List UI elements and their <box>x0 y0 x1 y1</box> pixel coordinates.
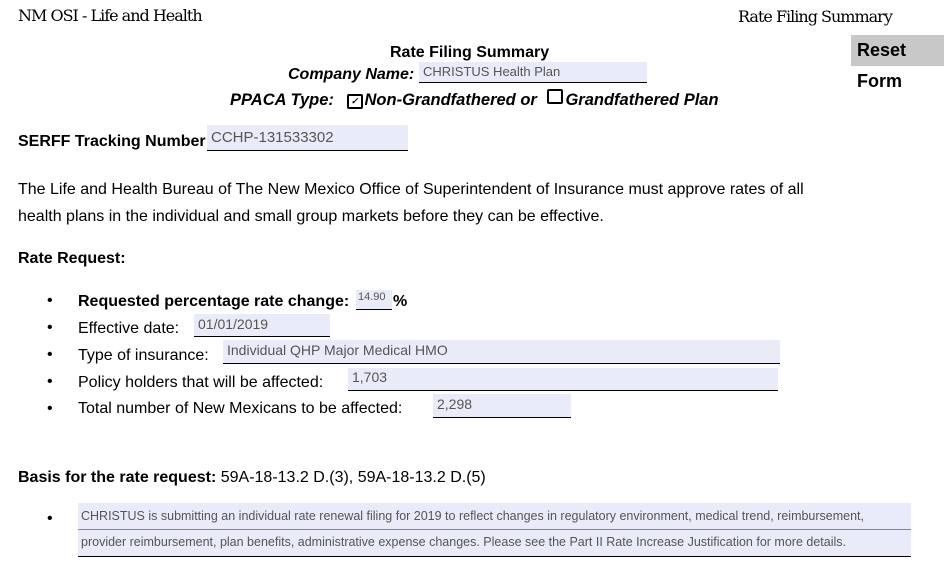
policy-holders-label: Policy holders that will be affected: <box>78 374 324 391</box>
bullet: • <box>47 510 53 527</box>
grandfathered-checkbox[interactable] <box>547 89 564 104</box>
basis-value: 59A-18-13.2 D.(3), 59A-18-13.2 D.(5) <box>220 469 486 486</box>
bullet: • <box>47 373 53 390</box>
company-name-field[interactable]: CHRISTUS Health Plan <box>419 62 647 83</box>
bullet: • <box>47 400 53 417</box>
page-title: Rate Filing Summary <box>390 44 550 61</box>
insurance-type-field[interactable]: Individual QHP Major Medical HMO <box>223 340 780 364</box>
company-label: Company Name: <box>288 66 415 83</box>
non-grandfathered-label: Non-Grandfathered or <box>364 91 537 109</box>
ppaca-row: PPACA Type: ✓ Non-Grandfathered or Grandf… <box>230 89 719 110</box>
intro-line-2: health plans in the individual and small… <box>18 208 604 225</box>
basis-explanation-field[interactable]: CHRISTUS is submitting an individual rat… <box>78 503 911 557</box>
new-mexicans-label: Total number of New Mexicans to be affec… <box>78 400 403 417</box>
rate-change-field[interactable]: 14.90 <box>356 290 392 310</box>
basis-line-1: CHRISTUS is submitting an individual rat… <box>81 509 865 523</box>
insurance-type-label: Type of insurance: <box>78 347 209 364</box>
effective-date-label: Effective date: <box>78 320 180 337</box>
ppaca-label: PPACA Type: <box>230 91 334 109</box>
basis-line-2: provider reimbursement, plan benefits, a… <box>81 535 846 549</box>
effective-date-field[interactable]: 01/01/2019 <box>194 314 330 337</box>
serff-label: SERFF Tracking Number: <box>18 133 211 150</box>
basis-row: Basis for the rate request: 59A-18-13.2 … <box>18 469 486 487</box>
percent-sign: % <box>393 293 408 310</box>
new-mexicans-field[interactable]: 2,298 <box>433 394 571 418</box>
serff-field[interactable]: CCHP-131533302 <box>207 125 408 151</box>
rate-request-heading: Rate Request: <box>18 250 126 267</box>
non-grandfathered-checkbox[interactable]: ✓ <box>346 94 363 109</box>
bullet: • <box>47 346 53 363</box>
grandfathered-label: Grandfathered Plan <box>565 91 719 109</box>
rate-change-label: Requested percentage rate change: <box>78 293 350 310</box>
header-right: Rate Filing Summary <box>738 7 893 26</box>
basis-label: Basis for the rate request: <box>18 469 217 486</box>
policy-holders-field[interactable]: 1,703 <box>348 368 778 391</box>
bullet: • <box>47 319 53 336</box>
intro-line-1: The Life and Health Bureau of The New Me… <box>18 181 804 198</box>
header-left: NM OSI - Life and Health <box>18 6 203 25</box>
bullet: • <box>47 292 53 309</box>
reset-form-button[interactable]: Reset Form <box>851 35 944 91</box>
